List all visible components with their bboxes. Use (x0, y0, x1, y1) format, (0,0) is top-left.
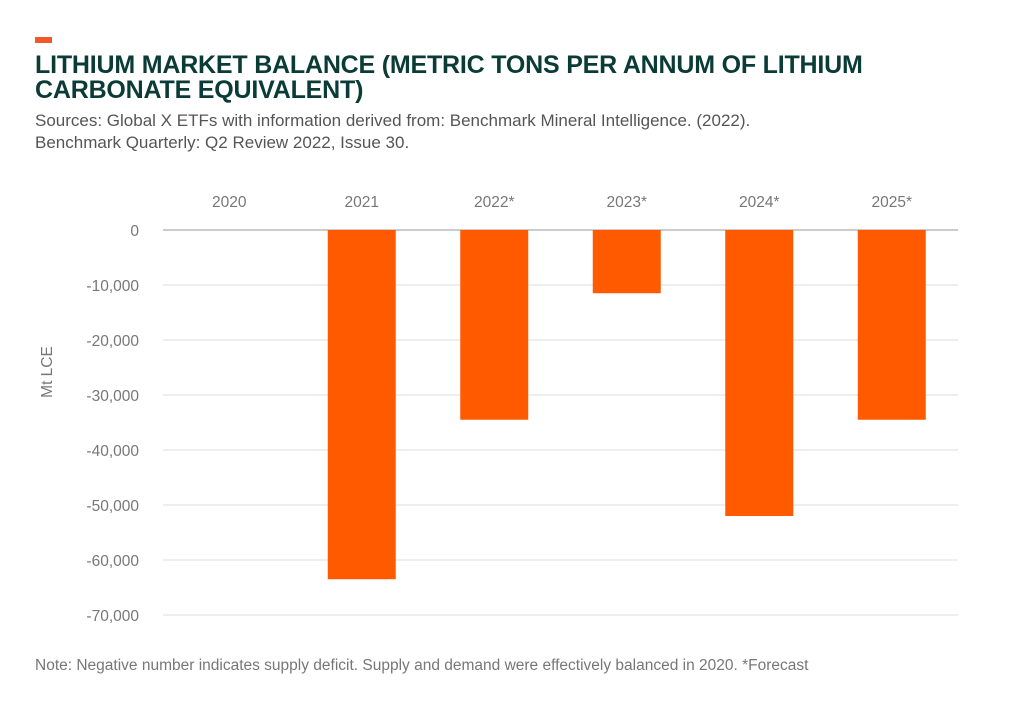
bar-2024 (725, 230, 794, 516)
y-tick-label: -40,000 (86, 443, 139, 460)
bar-2025 (857, 230, 926, 420)
accent-bar (35, 37, 52, 43)
x-tick-label: 2023* (606, 194, 647, 211)
x-tick-label: 2020 (212, 194, 247, 211)
chart-source-line-1: Sources: Global X ETFs with information … (35, 111, 751, 130)
y-tick-label: -50,000 (86, 498, 139, 515)
gridlines (163, 229, 958, 616)
y-tick-label: 0 (130, 223, 139, 240)
x-tick-labels: 2020 2021 2022* 2023* 2024* 2025* (212, 194, 912, 211)
x-tick-label: 2025* (871, 194, 912, 211)
chart-source: Sources: Global X ETFs with information … (35, 110, 935, 154)
y-tick-labels: 0 -10,000 -20,000 -30,000 -40,000 -50,000 -60,… (86, 223, 139, 625)
y-tick-label: -60,000 (86, 553, 139, 570)
chart-source-line-2: Benchmark Quarterly: Q2 Review 2022, Iss… (35, 133, 410, 152)
x-tick-label: 2022* (474, 194, 515, 211)
x-tick-label: 2024* (739, 194, 780, 211)
footnote: Note: Negative number indicates supply d… (35, 657, 809, 674)
bars (327, 230, 926, 580)
y-tick-label: -10,000 (86, 278, 139, 295)
chart-title-line-2: CARBONATE EQUIVALENT) (35, 76, 364, 104)
y-tick-label: -20,000 (86, 333, 139, 350)
bar-2022 (460, 230, 529, 420)
chart-title-line-1: LITHIUM MARKET BALANCE (METRIC TONS PER … (35, 51, 863, 79)
bar-2023 (592, 230, 661, 294)
y-axis-label: Mt LCE (39, 346, 56, 398)
bar-2021 (327, 230, 396, 580)
y-tick-label: -70,000 (86, 608, 139, 625)
y-tick-label: -30,000 (86, 388, 139, 405)
chart-title: LITHIUM MARKET BALANCE (METRIC TONS PER … (35, 53, 995, 103)
x-tick-label: 2021 (345, 194, 379, 211)
